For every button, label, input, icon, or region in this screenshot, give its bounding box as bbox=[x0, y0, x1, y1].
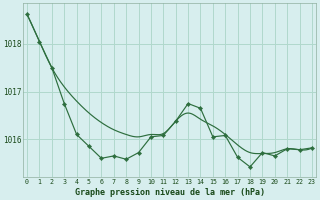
X-axis label: Graphe pression niveau de la mer (hPa): Graphe pression niveau de la mer (hPa) bbox=[75, 188, 265, 197]
